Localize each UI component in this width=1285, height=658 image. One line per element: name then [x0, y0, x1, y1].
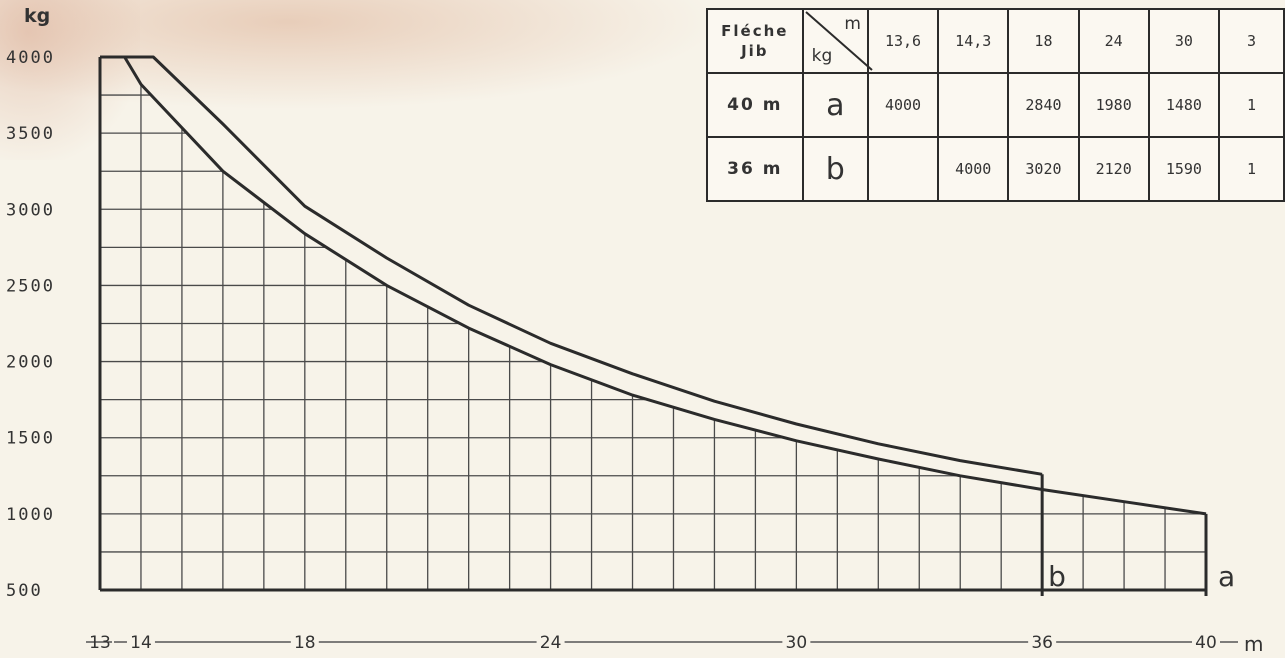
load-value: 2840: [1007, 72, 1080, 138]
curve-letter: a: [801, 72, 869, 138]
y-tick-label: 2000: [6, 353, 55, 373]
jib-length: 40 m: [706, 72, 804, 138]
x-axis-label: m: [1244, 632, 1263, 656]
load-value: [866, 136, 940, 202]
y-tick-label: 2500: [6, 276, 55, 296]
curve-letter: b: [801, 136, 869, 202]
y-tick-label: 1500: [6, 429, 55, 449]
curve-a: [100, 55, 1207, 516]
y-tick-label: 3500: [6, 124, 55, 144]
load-value: 1980: [1077, 72, 1150, 138]
table-row: 40 m a 4000 2840 1980 1480 1: [706, 72, 1285, 138]
curve-a-label: a: [1218, 560, 1235, 593]
x-tick-label: 13: [89, 633, 111, 653]
unit-header-cell: m kg: [801, 8, 873, 74]
table-row: 36 m b 4000 3020 2120 1590 1: [706, 136, 1285, 202]
x-axis: 13 14 18 24 30 36 40: [86, 633, 1238, 653]
y-axis: 4000 3500 3000 2500 2000 1500 1000 500: [6, 48, 55, 601]
y-axis-label: kg: [24, 5, 50, 27]
col-header: 24: [1077, 8, 1150, 74]
load-value: 1: [1218, 72, 1285, 138]
load-value: 1480: [1147, 72, 1221, 138]
load-value: 4000: [937, 136, 1010, 202]
load-value: [937, 72, 1010, 138]
x-tick-label: 24: [540, 633, 562, 653]
col-header: 18: [1007, 8, 1080, 74]
x-tick-label: 18: [294, 633, 316, 653]
diagonal-divider: [804, 11, 873, 71]
load-value: 1590: [1147, 136, 1221, 202]
y-tick-label: 500: [6, 581, 43, 601]
col-header: 14,3: [937, 8, 1010, 74]
load-value: 1: [1218, 136, 1285, 202]
load-value: 2120: [1077, 136, 1150, 202]
curve-b-label: b: [1048, 560, 1066, 593]
col-header: 13,6: [866, 8, 940, 74]
chart-grid: [99, 56, 1207, 591]
curve-b: [100, 55, 1043, 476]
table-header-row: Fléche Jib m kg 13,6 14,3 18 24 30 3: [706, 8, 1285, 74]
x-tick-label: 36: [1031, 633, 1053, 653]
jib-length: 36 m: [706, 136, 804, 202]
jib-header-fr: Fléche: [721, 22, 789, 40]
unit-m-label: m: [844, 14, 861, 34]
paper-stain: [0, 0, 720, 110]
x-tick-label: 40: [1195, 633, 1217, 653]
col-header: 30: [1147, 8, 1221, 74]
y-tick-label: 3000: [6, 200, 55, 220]
jib-header-en: Jib: [741, 42, 769, 60]
y-tick-label: 1000: [6, 505, 55, 525]
y-tick-label: 4000: [6, 48, 55, 68]
jib-header-cell: Fléche Jib: [706, 8, 804, 74]
unit-kg-label: kg: [811, 46, 833, 66]
chart-curves: ab: [98, 55, 1235, 596]
x-tick-label: 30: [786, 633, 808, 653]
load-value: 4000: [866, 72, 940, 138]
load-value: 3020: [1007, 136, 1080, 202]
load-table: Fléche Jib m kg 13,6 14,3 18 24 30 3 40 …: [706, 8, 1285, 202]
x-tick-label: 14: [130, 633, 152, 653]
col-header: 3: [1218, 8, 1285, 74]
